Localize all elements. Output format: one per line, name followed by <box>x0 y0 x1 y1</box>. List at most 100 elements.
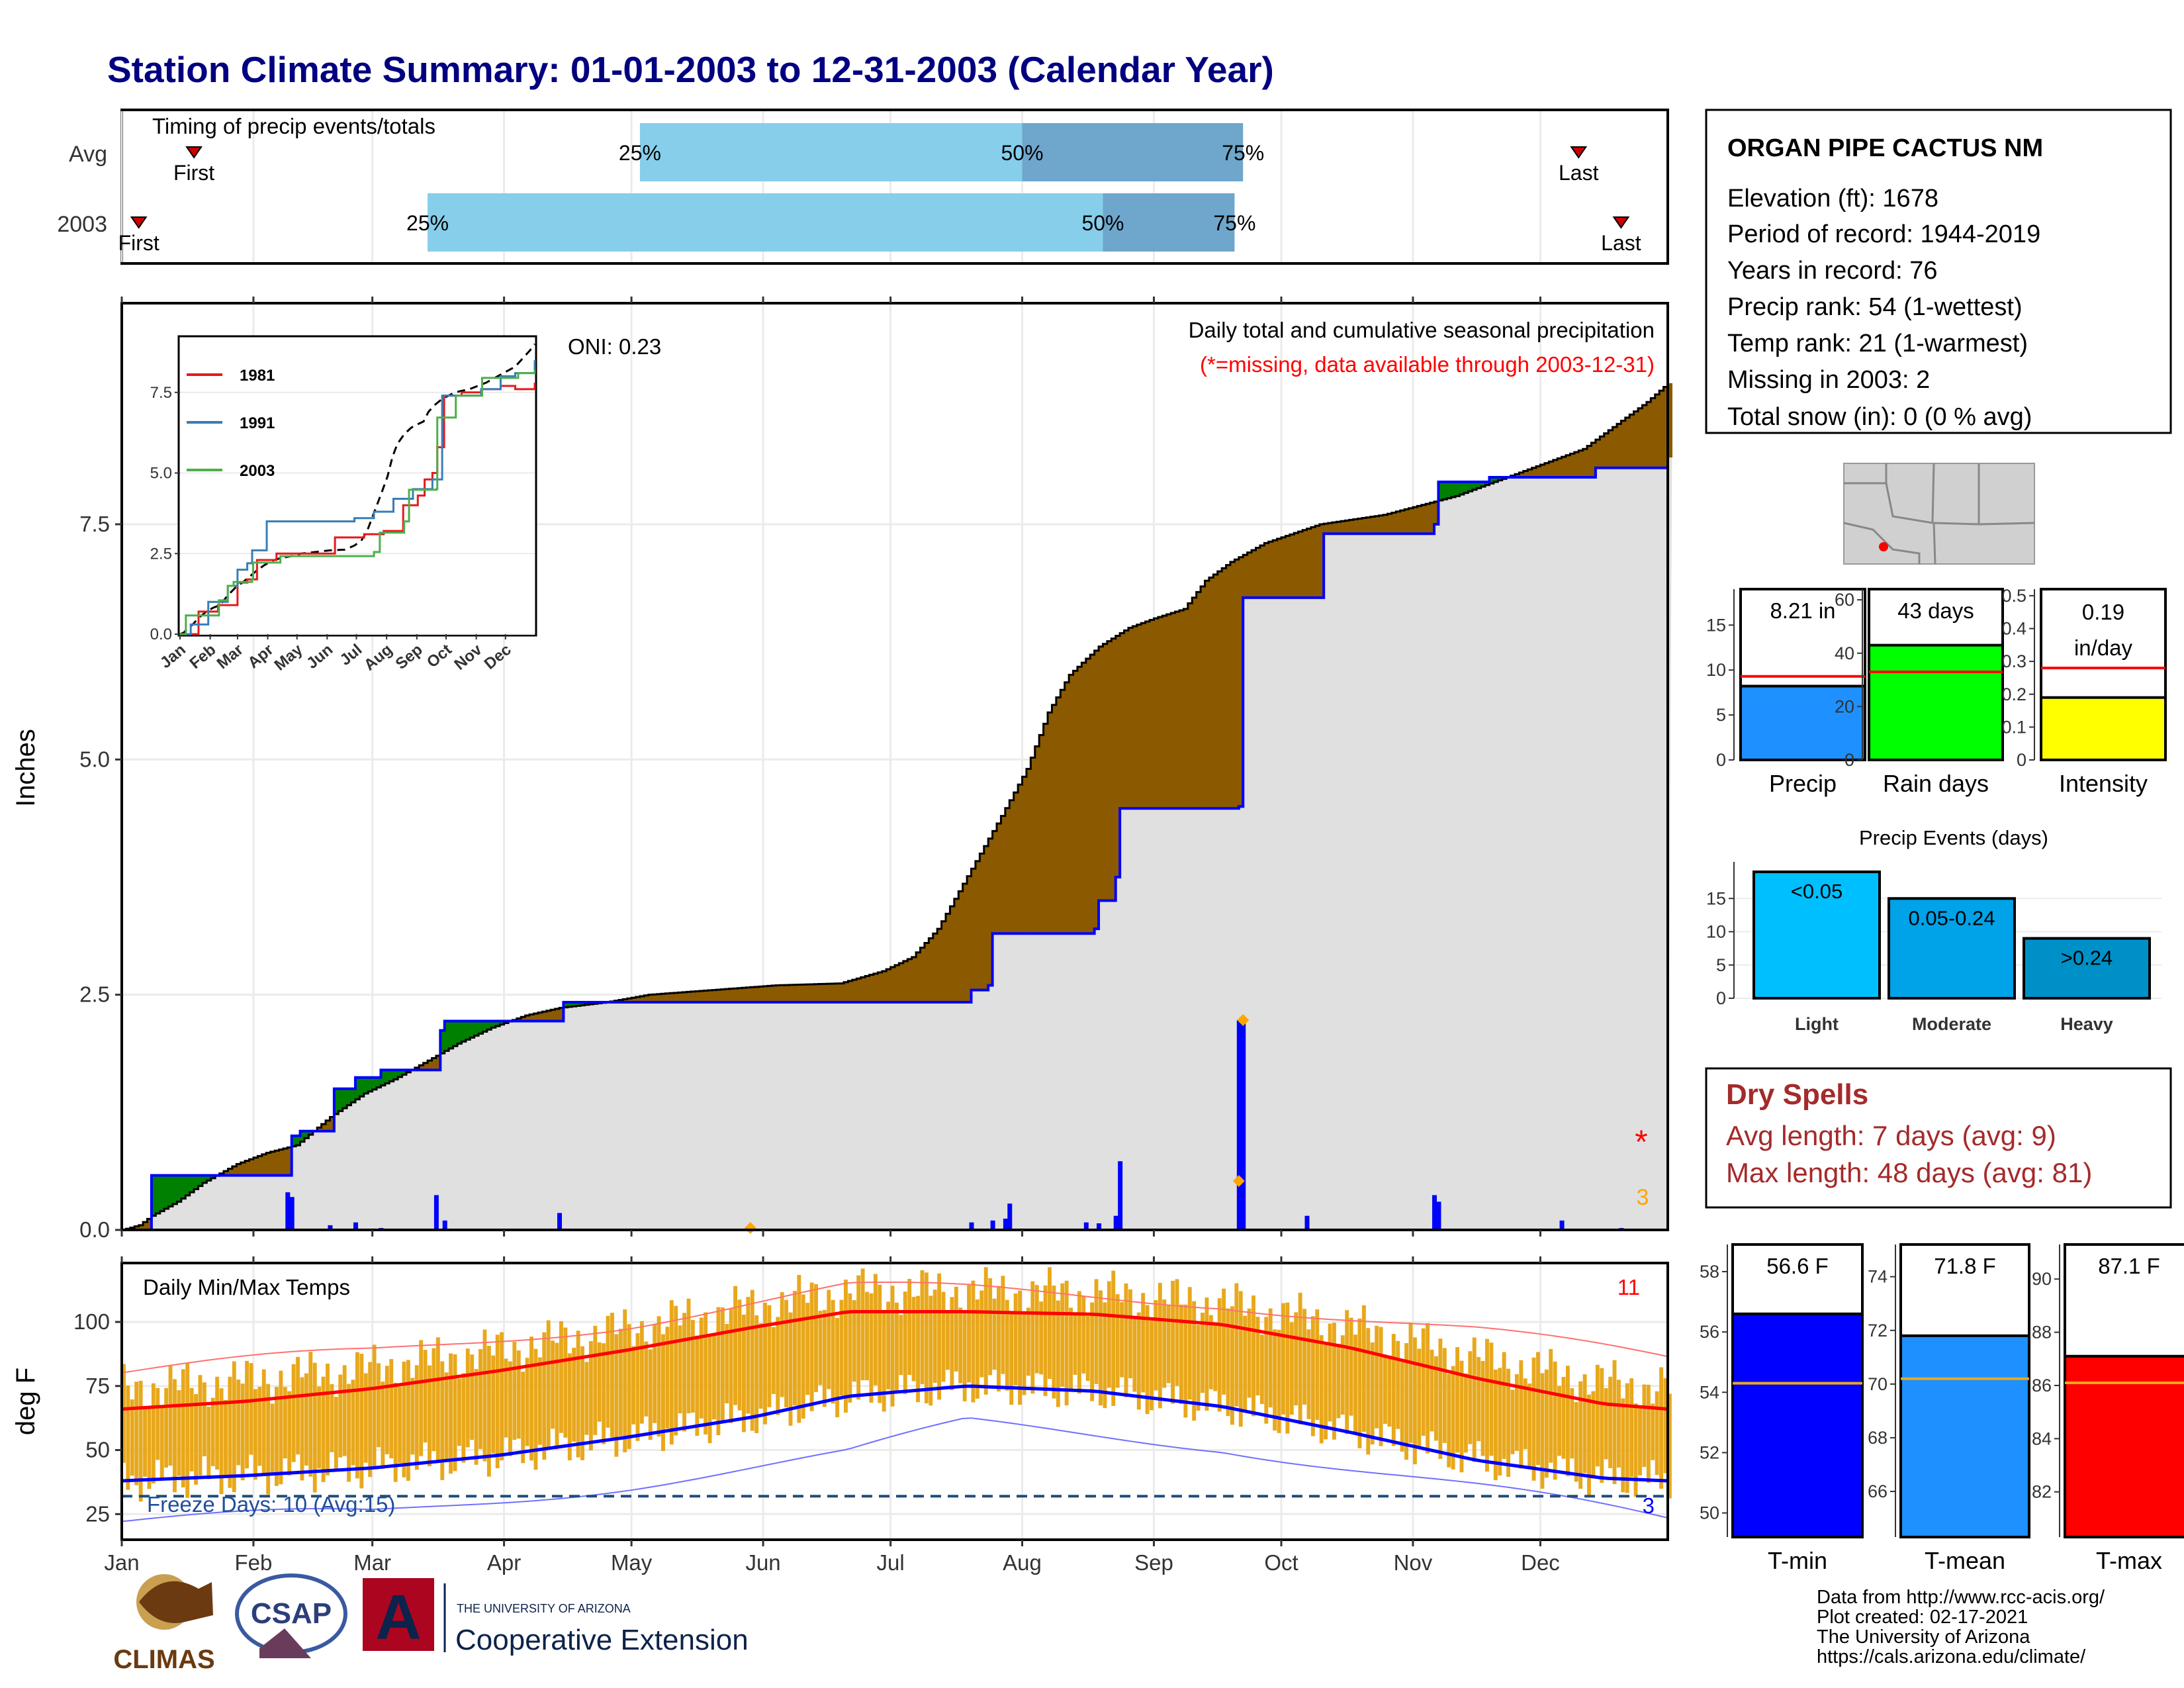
precip-deficit-segment <box>843 982 849 1003</box>
precip-deficit-segment <box>1064 682 1069 934</box>
precip-deficit-segment <box>776 985 781 1003</box>
temp-daily-range-bar <box>1625 1383 1629 1493</box>
precip-daily-bar <box>1559 1220 1565 1230</box>
temp-daily-range-bar <box>457 1378 461 1446</box>
precip-surplus-segment <box>398 1070 403 1078</box>
temp-daily-range-bar <box>1226 1308 1230 1417</box>
ua-logo-letter: A <box>375 1582 421 1653</box>
precip-deficit-segment <box>1396 511 1401 534</box>
intensity-y-tick-label: 0.5 <box>2001 586 2026 606</box>
temp-daily-range-bar <box>1150 1320 1154 1411</box>
temp-daily-range-bar <box>342 1365 347 1456</box>
precip-deficit-segment <box>1273 540 1278 598</box>
temp-daily-range-bar <box>1064 1280 1069 1405</box>
tmax-total-y-tick-label: 88 <box>2032 1323 2052 1342</box>
temp-daily-range-bar <box>1179 1304 1183 1404</box>
temp-daily-range-bar <box>402 1361 406 1477</box>
temp-daily-range-bar <box>398 1386 402 1464</box>
precip-deficit-segment <box>975 861 980 990</box>
precip-deficit-segment <box>1285 536 1291 598</box>
precip-flag-marker <box>1237 1014 1250 1027</box>
temp-daily-range-bar <box>593 1325 598 1435</box>
precip-deficit-segment <box>809 984 815 1003</box>
precip-deficit-segment <box>1213 574 1218 809</box>
temp-daily-range-bar <box>355 1352 359 1479</box>
temp-daily-range-bar <box>283 1387 287 1459</box>
temp-daily-range-bar <box>1281 1303 1285 1415</box>
precip-daily-bar <box>1241 1023 1246 1230</box>
precip-deficit-segment <box>873 973 878 1003</box>
precip-deficit-segment <box>1612 427 1617 468</box>
temp-daily-range-bar <box>1255 1317 1260 1396</box>
events-bar <box>1888 897 2016 1000</box>
precip-deficit-segment <box>1600 436 1605 468</box>
precip-deficit-segment <box>848 980 853 1003</box>
month-label: Mar <box>353 1550 391 1575</box>
temp-daily-range-bar <box>1536 1352 1540 1466</box>
temp-daily-range-bar <box>215 1376 220 1470</box>
intensity-y-tick-label: 0.3 <box>2001 651 2026 671</box>
precip-deficit-segment <box>669 993 674 1003</box>
temp-frame <box>120 1262 1669 1541</box>
temp-daily-range-bar <box>486 1346 491 1477</box>
temp-record-max-line <box>121 1281 1668 1374</box>
temp-daily-range-bar <box>1408 1322 1413 1443</box>
temp-daily-range-bar <box>809 1282 814 1411</box>
temp-daily-range-bar <box>979 1290 984 1378</box>
temp-daily-range-bar <box>856 1275 861 1400</box>
temp-daily-range-bar <box>958 1307 963 1383</box>
temp-daily-range-bar <box>623 1309 627 1452</box>
temp-daily-range-bar <box>1277 1329 1281 1433</box>
precip-surplus-segment <box>210 1175 216 1178</box>
temp-daily-range-bar <box>1060 1283 1065 1387</box>
cold-day-count: 3 <box>1643 1493 1655 1518</box>
precip-deficit-segment <box>1655 394 1660 468</box>
precip-daily-bar <box>969 1222 974 1230</box>
dry-spells-frame <box>1705 1067 2172 1209</box>
precip-surplus-segment <box>470 1021 475 1038</box>
temp-daily-range-bar <box>1400 1359 1404 1452</box>
timing-first-label: First <box>118 231 159 255</box>
tmin-total-y-tick-label: 56 <box>1700 1322 1719 1342</box>
temp-daily-range-bar <box>542 1332 547 1460</box>
temp-daily-range-bar <box>1544 1369 1549 1478</box>
temp-daily-range-bar <box>1268 1308 1273 1408</box>
precip-deficit-segment <box>1073 671 1078 934</box>
temp-daily-range-bar <box>1022 1312 1026 1395</box>
precip-deficit-segment <box>1604 433 1609 468</box>
precip-2003-cumulative-line <box>122 457 1669 1231</box>
ua-logo-small: THE UNIVERSITY OF ARIZONA <box>457 1602 631 1615</box>
temp-daily-range-bar <box>797 1275 801 1423</box>
temp-daily-range-bar <box>257 1386 262 1466</box>
temp-daily-range-bar <box>729 1308 733 1423</box>
temp-daily-range-bar <box>1306 1329 1311 1419</box>
precip-deficit-segment <box>1587 445 1592 477</box>
temp-daily-range-bar <box>1259 1335 1264 1405</box>
temp-daily-range-bar <box>1319 1335 1324 1444</box>
temp-daily-range-bar <box>983 1267 988 1395</box>
temp-daily-range-bar <box>907 1278 912 1376</box>
station-name: ORGAN PIPE CACTUS NM <box>1727 134 2043 162</box>
precip-deficit-segment <box>1201 586 1206 809</box>
precip-deficit-segment <box>1340 521 1345 534</box>
month-label: Dec <box>1521 1550 1560 1575</box>
temp-daily-range-bar <box>860 1268 865 1381</box>
precip-deficit-segment <box>270 1151 275 1176</box>
precip-deficit-segment <box>924 943 929 1003</box>
precip-deficit-segment <box>988 838 993 986</box>
temp-daily-range-bar <box>1540 1373 1545 1489</box>
precip-deficit-segment <box>1387 514 1392 534</box>
intensity-bar <box>2040 696 2167 761</box>
precip-deficit-segment <box>525 1015 530 1021</box>
temp-daily-range-bar <box>1412 1337 1417 1465</box>
precip-surplus-segment <box>474 1021 479 1036</box>
precip-deficit-segment <box>954 898 959 1003</box>
precip-surplus-segment <box>355 1077 360 1100</box>
temp-y-tick-label: 50 <box>85 1438 110 1462</box>
temp-daily-range-bar <box>674 1305 678 1436</box>
temp-daily-range-bar <box>1375 1325 1379 1429</box>
precip-deficit-segment <box>839 983 844 1003</box>
temp-daily-range-bar <box>240 1383 245 1481</box>
temp-daily-range-bar <box>266 1383 271 1495</box>
temp-daily-range-bar <box>1621 1398 1625 1493</box>
